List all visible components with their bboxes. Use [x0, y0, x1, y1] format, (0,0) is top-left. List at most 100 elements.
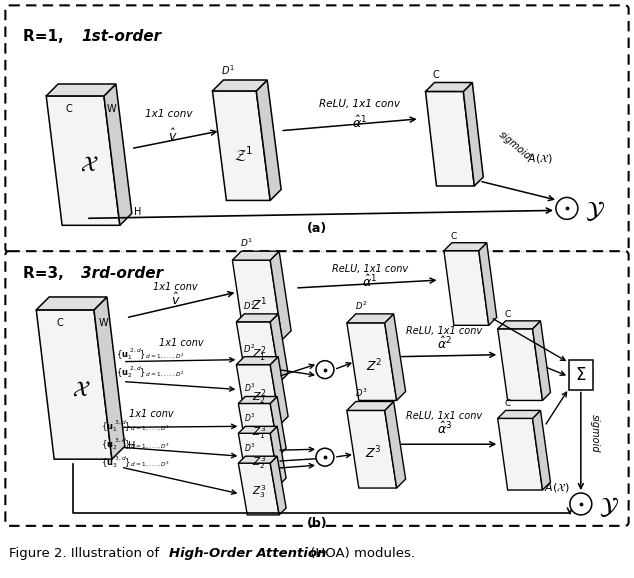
- Text: $Z^2_1$: $Z^2_1$: [252, 345, 267, 365]
- Polygon shape: [270, 397, 286, 455]
- Text: $\mathcal{Y}$: $\mathcal{Y}$: [585, 199, 605, 223]
- Text: $D^3$: $D^3$: [244, 412, 256, 424]
- Circle shape: [316, 448, 334, 466]
- Polygon shape: [104, 84, 132, 225]
- Polygon shape: [385, 402, 406, 488]
- Text: $Z^3_3$: $Z^3_3$: [252, 484, 266, 501]
- Polygon shape: [212, 80, 267, 91]
- Text: $Z^3_1$: $Z^3_1$: [252, 424, 266, 440]
- Text: $\Sigma$: $\Sigma$: [575, 366, 586, 384]
- Polygon shape: [233, 260, 282, 340]
- Polygon shape: [498, 321, 541, 329]
- Text: (HOA) modules.: (HOA) modules.: [306, 547, 415, 560]
- Text: $Z^2$: $Z^2$: [366, 357, 382, 374]
- Text: C: C: [56, 318, 63, 328]
- Text: 3rd-order: 3rd-order: [81, 266, 163, 281]
- Text: 1st-order: 1st-order: [81, 29, 161, 45]
- Text: 1x1 conv: 1x1 conv: [158, 338, 204, 348]
- Text: Figure 2. Illustration of: Figure 2. Illustration of: [10, 547, 164, 560]
- Text: C: C: [65, 104, 72, 114]
- Polygon shape: [498, 418, 543, 490]
- Polygon shape: [270, 456, 286, 515]
- Polygon shape: [238, 456, 277, 463]
- Text: W: W: [98, 318, 108, 328]
- Polygon shape: [94, 297, 125, 459]
- Polygon shape: [46, 96, 120, 225]
- Polygon shape: [498, 329, 543, 401]
- Text: $\mathcal{X}$: $\mathcal{X}$: [80, 154, 98, 175]
- Text: $D^3$: $D^3$: [244, 442, 256, 454]
- Polygon shape: [236, 365, 280, 424]
- Text: ReLU, 1x1 conv: ReLU, 1x1 conv: [320, 99, 400, 109]
- Polygon shape: [238, 397, 277, 403]
- Text: $D^1$: $D^1$: [240, 237, 254, 249]
- Text: 1x1 conv: 1x1 conv: [153, 282, 198, 292]
- Polygon shape: [270, 427, 286, 485]
- Polygon shape: [569, 360, 593, 390]
- Text: (b): (b): [307, 517, 327, 530]
- Text: ReLU, 1x1 conv: ReLU, 1x1 conv: [332, 264, 408, 274]
- Text: $\{{\bf u}_1^{\ 2,d}\}_{d=1,...,D^2}$: $\{{\bf u}_1^{\ 2,d}\}_{d=1,...,D^2}$: [116, 346, 184, 362]
- Polygon shape: [36, 310, 112, 459]
- Text: C: C: [451, 232, 457, 240]
- Polygon shape: [533, 321, 550, 401]
- Text: R=3,: R=3,: [23, 266, 69, 281]
- Polygon shape: [238, 427, 277, 434]
- Text: $\hat{\alpha}^1$: $\hat{\alpha}^1$: [353, 114, 367, 131]
- Text: $\mathcal{Y}$: $\mathcal{Y}$: [598, 495, 619, 519]
- Text: 1x1 conv: 1x1 conv: [129, 409, 174, 420]
- Text: $\{{\bf u}_2^{\ 2,d}\}_{d=1,...,D^2}$: $\{{\bf u}_2^{\ 2,d}\}_{d=1,...,D^2}$: [116, 364, 184, 380]
- Text: ReLU, 1x1 conv: ReLU, 1x1 conv: [406, 412, 482, 421]
- Text: $\hat{\alpha}^1$: $\hat{\alpha}^1$: [362, 274, 377, 290]
- Polygon shape: [238, 463, 279, 515]
- Polygon shape: [236, 322, 280, 381]
- Text: $\{{\bf u}_3^{\ 3,d}\}_{d=1,...,D^3}$: $\{{\bf u}_3^{\ 3,d}\}_{d=1,...,D^3}$: [101, 454, 169, 470]
- Text: 1x1 conv: 1x1 conv: [145, 109, 192, 119]
- FancyBboxPatch shape: [5, 251, 629, 526]
- Polygon shape: [238, 434, 279, 485]
- Text: $\mathcal{Z}^1$: $\mathcal{Z}^1$: [234, 144, 253, 164]
- Text: H: H: [128, 441, 135, 451]
- FancyBboxPatch shape: [5, 5, 629, 252]
- Polygon shape: [347, 314, 394, 323]
- Polygon shape: [533, 410, 550, 490]
- Text: $D^2$: $D^2$: [243, 299, 256, 312]
- Text: ReLU, 1x1 conv: ReLU, 1x1 conv: [406, 326, 482, 336]
- Polygon shape: [463, 83, 483, 186]
- Text: $A(\mathcal{X})$: $A(\mathcal{X})$: [527, 152, 553, 165]
- Polygon shape: [270, 314, 288, 381]
- Polygon shape: [347, 410, 397, 488]
- Text: $\hat{v}$: $\hat{v}$: [171, 292, 181, 308]
- Text: $Z^3_2$: $Z^3_2$: [252, 454, 266, 470]
- Text: $\mathcal{X}$: $\mathcal{X}$: [72, 380, 90, 399]
- Text: W: W: [107, 104, 116, 114]
- Text: C: C: [505, 399, 511, 409]
- Polygon shape: [233, 251, 279, 260]
- Text: $\hat{\alpha}^3$: $\hat{\alpha}^3$: [437, 421, 452, 438]
- Text: $Z^1$: $Z^1$: [251, 297, 268, 313]
- Polygon shape: [479, 243, 496, 325]
- Polygon shape: [425, 91, 474, 186]
- Polygon shape: [270, 357, 288, 424]
- Text: $\{{\bf u}_1^{\ 3,d}\}_{d=1,...,D^3}$: $\{{\bf u}_1^{\ 3,d}\}_{d=1,...,D^3}$: [101, 418, 169, 434]
- Text: $Z^3$: $Z^3$: [365, 445, 382, 461]
- Text: $\hat{v}$: $\hat{v}$: [168, 128, 178, 144]
- Text: (a): (a): [307, 223, 327, 235]
- Polygon shape: [444, 251, 489, 325]
- Text: sigmoid: sigmoid: [497, 129, 533, 162]
- Text: C: C: [432, 69, 439, 80]
- Polygon shape: [46, 84, 116, 96]
- Polygon shape: [238, 403, 279, 455]
- Text: R=1,: R=1,: [23, 29, 69, 45]
- Polygon shape: [347, 402, 394, 410]
- Polygon shape: [498, 410, 541, 418]
- Text: H: H: [134, 208, 141, 217]
- Text: $D^2$: $D^2$: [243, 342, 256, 355]
- Polygon shape: [236, 314, 278, 322]
- Circle shape: [556, 198, 578, 219]
- Polygon shape: [256, 80, 281, 201]
- Text: C: C: [505, 310, 511, 319]
- Text: sigmoid: sigmoid: [590, 414, 600, 453]
- Polygon shape: [270, 251, 291, 340]
- Text: $\hat{\alpha}^2$: $\hat{\alpha}^2$: [437, 336, 452, 351]
